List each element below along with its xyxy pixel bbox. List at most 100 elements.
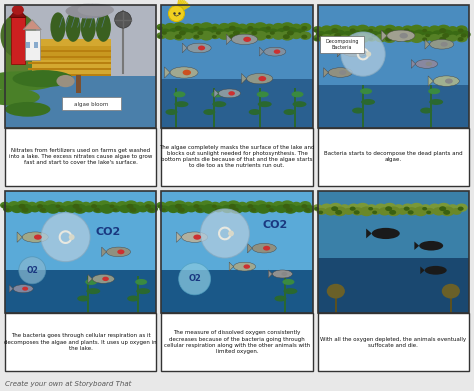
- Ellipse shape: [3, 205, 13, 212]
- Ellipse shape: [102, 277, 109, 281]
- Ellipse shape: [55, 204, 61, 208]
- Ellipse shape: [247, 34, 253, 39]
- Ellipse shape: [65, 205, 77, 213]
- Polygon shape: [9, 7, 26, 17]
- Ellipse shape: [283, 26, 290, 30]
- Ellipse shape: [37, 204, 43, 208]
- Polygon shape: [182, 43, 187, 53]
- Ellipse shape: [424, 31, 434, 38]
- Ellipse shape: [193, 34, 200, 39]
- Ellipse shape: [268, 29, 278, 36]
- Ellipse shape: [283, 109, 295, 115]
- Ellipse shape: [226, 31, 240, 41]
- Ellipse shape: [283, 204, 290, 209]
- Ellipse shape: [210, 32, 220, 39]
- Ellipse shape: [331, 206, 338, 211]
- Ellipse shape: [156, 23, 166, 30]
- Ellipse shape: [247, 204, 253, 208]
- Ellipse shape: [367, 204, 377, 211]
- Circle shape: [366, 52, 371, 57]
- Ellipse shape: [170, 67, 198, 78]
- Ellipse shape: [352, 207, 364, 215]
- Ellipse shape: [314, 207, 319, 210]
- Ellipse shape: [356, 33, 370, 43]
- Ellipse shape: [282, 272, 287, 276]
- Ellipse shape: [328, 33, 343, 43]
- Ellipse shape: [258, 76, 266, 81]
- Ellipse shape: [186, 205, 196, 212]
- Ellipse shape: [273, 49, 280, 54]
- Polygon shape: [214, 89, 219, 98]
- Ellipse shape: [27, 202, 37, 209]
- Ellipse shape: [216, 31, 221, 35]
- Ellipse shape: [65, 4, 111, 18]
- Ellipse shape: [313, 26, 323, 33]
- Ellipse shape: [116, 201, 128, 210]
- Ellipse shape: [458, 29, 464, 32]
- Ellipse shape: [445, 79, 453, 84]
- Ellipse shape: [328, 25, 343, 34]
- Bar: [27, 39, 111, 76]
- Ellipse shape: [219, 32, 230, 40]
- Ellipse shape: [57, 205, 67, 212]
- Polygon shape: [241, 74, 246, 84]
- Bar: [161, 79, 313, 128]
- Ellipse shape: [85, 279, 97, 285]
- Bar: [27, 74, 111, 76]
- Ellipse shape: [456, 203, 468, 212]
- Ellipse shape: [109, 204, 115, 208]
- Ellipse shape: [187, 43, 211, 53]
- Ellipse shape: [456, 34, 468, 42]
- Ellipse shape: [229, 26, 236, 30]
- Ellipse shape: [73, 204, 87, 214]
- Polygon shape: [428, 76, 433, 86]
- Ellipse shape: [420, 204, 431, 211]
- Ellipse shape: [419, 241, 443, 251]
- Ellipse shape: [420, 108, 432, 113]
- Ellipse shape: [429, 99, 443, 105]
- Ellipse shape: [250, 208, 256, 212]
- Ellipse shape: [264, 47, 286, 56]
- Ellipse shape: [314, 38, 319, 41]
- Ellipse shape: [428, 88, 440, 94]
- Ellipse shape: [301, 34, 307, 39]
- Ellipse shape: [182, 232, 208, 242]
- Ellipse shape: [447, 204, 458, 211]
- Ellipse shape: [333, 206, 346, 216]
- Ellipse shape: [193, 26, 200, 30]
- FancyBboxPatch shape: [319, 36, 364, 53]
- Polygon shape: [227, 34, 232, 45]
- Ellipse shape: [214, 29, 224, 36]
- Circle shape: [168, 5, 184, 22]
- Ellipse shape: [129, 208, 137, 212]
- Ellipse shape: [430, 39, 454, 49]
- Polygon shape: [259, 47, 264, 56]
- Circle shape: [19, 257, 46, 284]
- Ellipse shape: [273, 23, 284, 31]
- Ellipse shape: [439, 206, 446, 211]
- Ellipse shape: [127, 204, 134, 209]
- Ellipse shape: [354, 210, 360, 215]
- Ellipse shape: [252, 243, 276, 253]
- Bar: [335, 291, 337, 313]
- Ellipse shape: [173, 31, 186, 41]
- Bar: [5, 190, 156, 313]
- Ellipse shape: [22, 232, 48, 242]
- Ellipse shape: [439, 28, 446, 33]
- Bar: [5, 36, 32, 85]
- Ellipse shape: [433, 207, 445, 215]
- Ellipse shape: [439, 37, 446, 41]
- Ellipse shape: [334, 33, 341, 38]
- Ellipse shape: [212, 26, 217, 30]
- Ellipse shape: [173, 200, 186, 210]
- Polygon shape: [425, 39, 430, 49]
- Ellipse shape: [183, 32, 193, 39]
- Ellipse shape: [240, 205, 250, 212]
- Ellipse shape: [350, 37, 356, 41]
- Ellipse shape: [343, 31, 353, 38]
- Ellipse shape: [426, 211, 431, 214]
- Ellipse shape: [378, 30, 390, 39]
- Ellipse shape: [176, 27, 191, 37]
- Ellipse shape: [443, 210, 450, 215]
- Ellipse shape: [321, 25, 333, 34]
